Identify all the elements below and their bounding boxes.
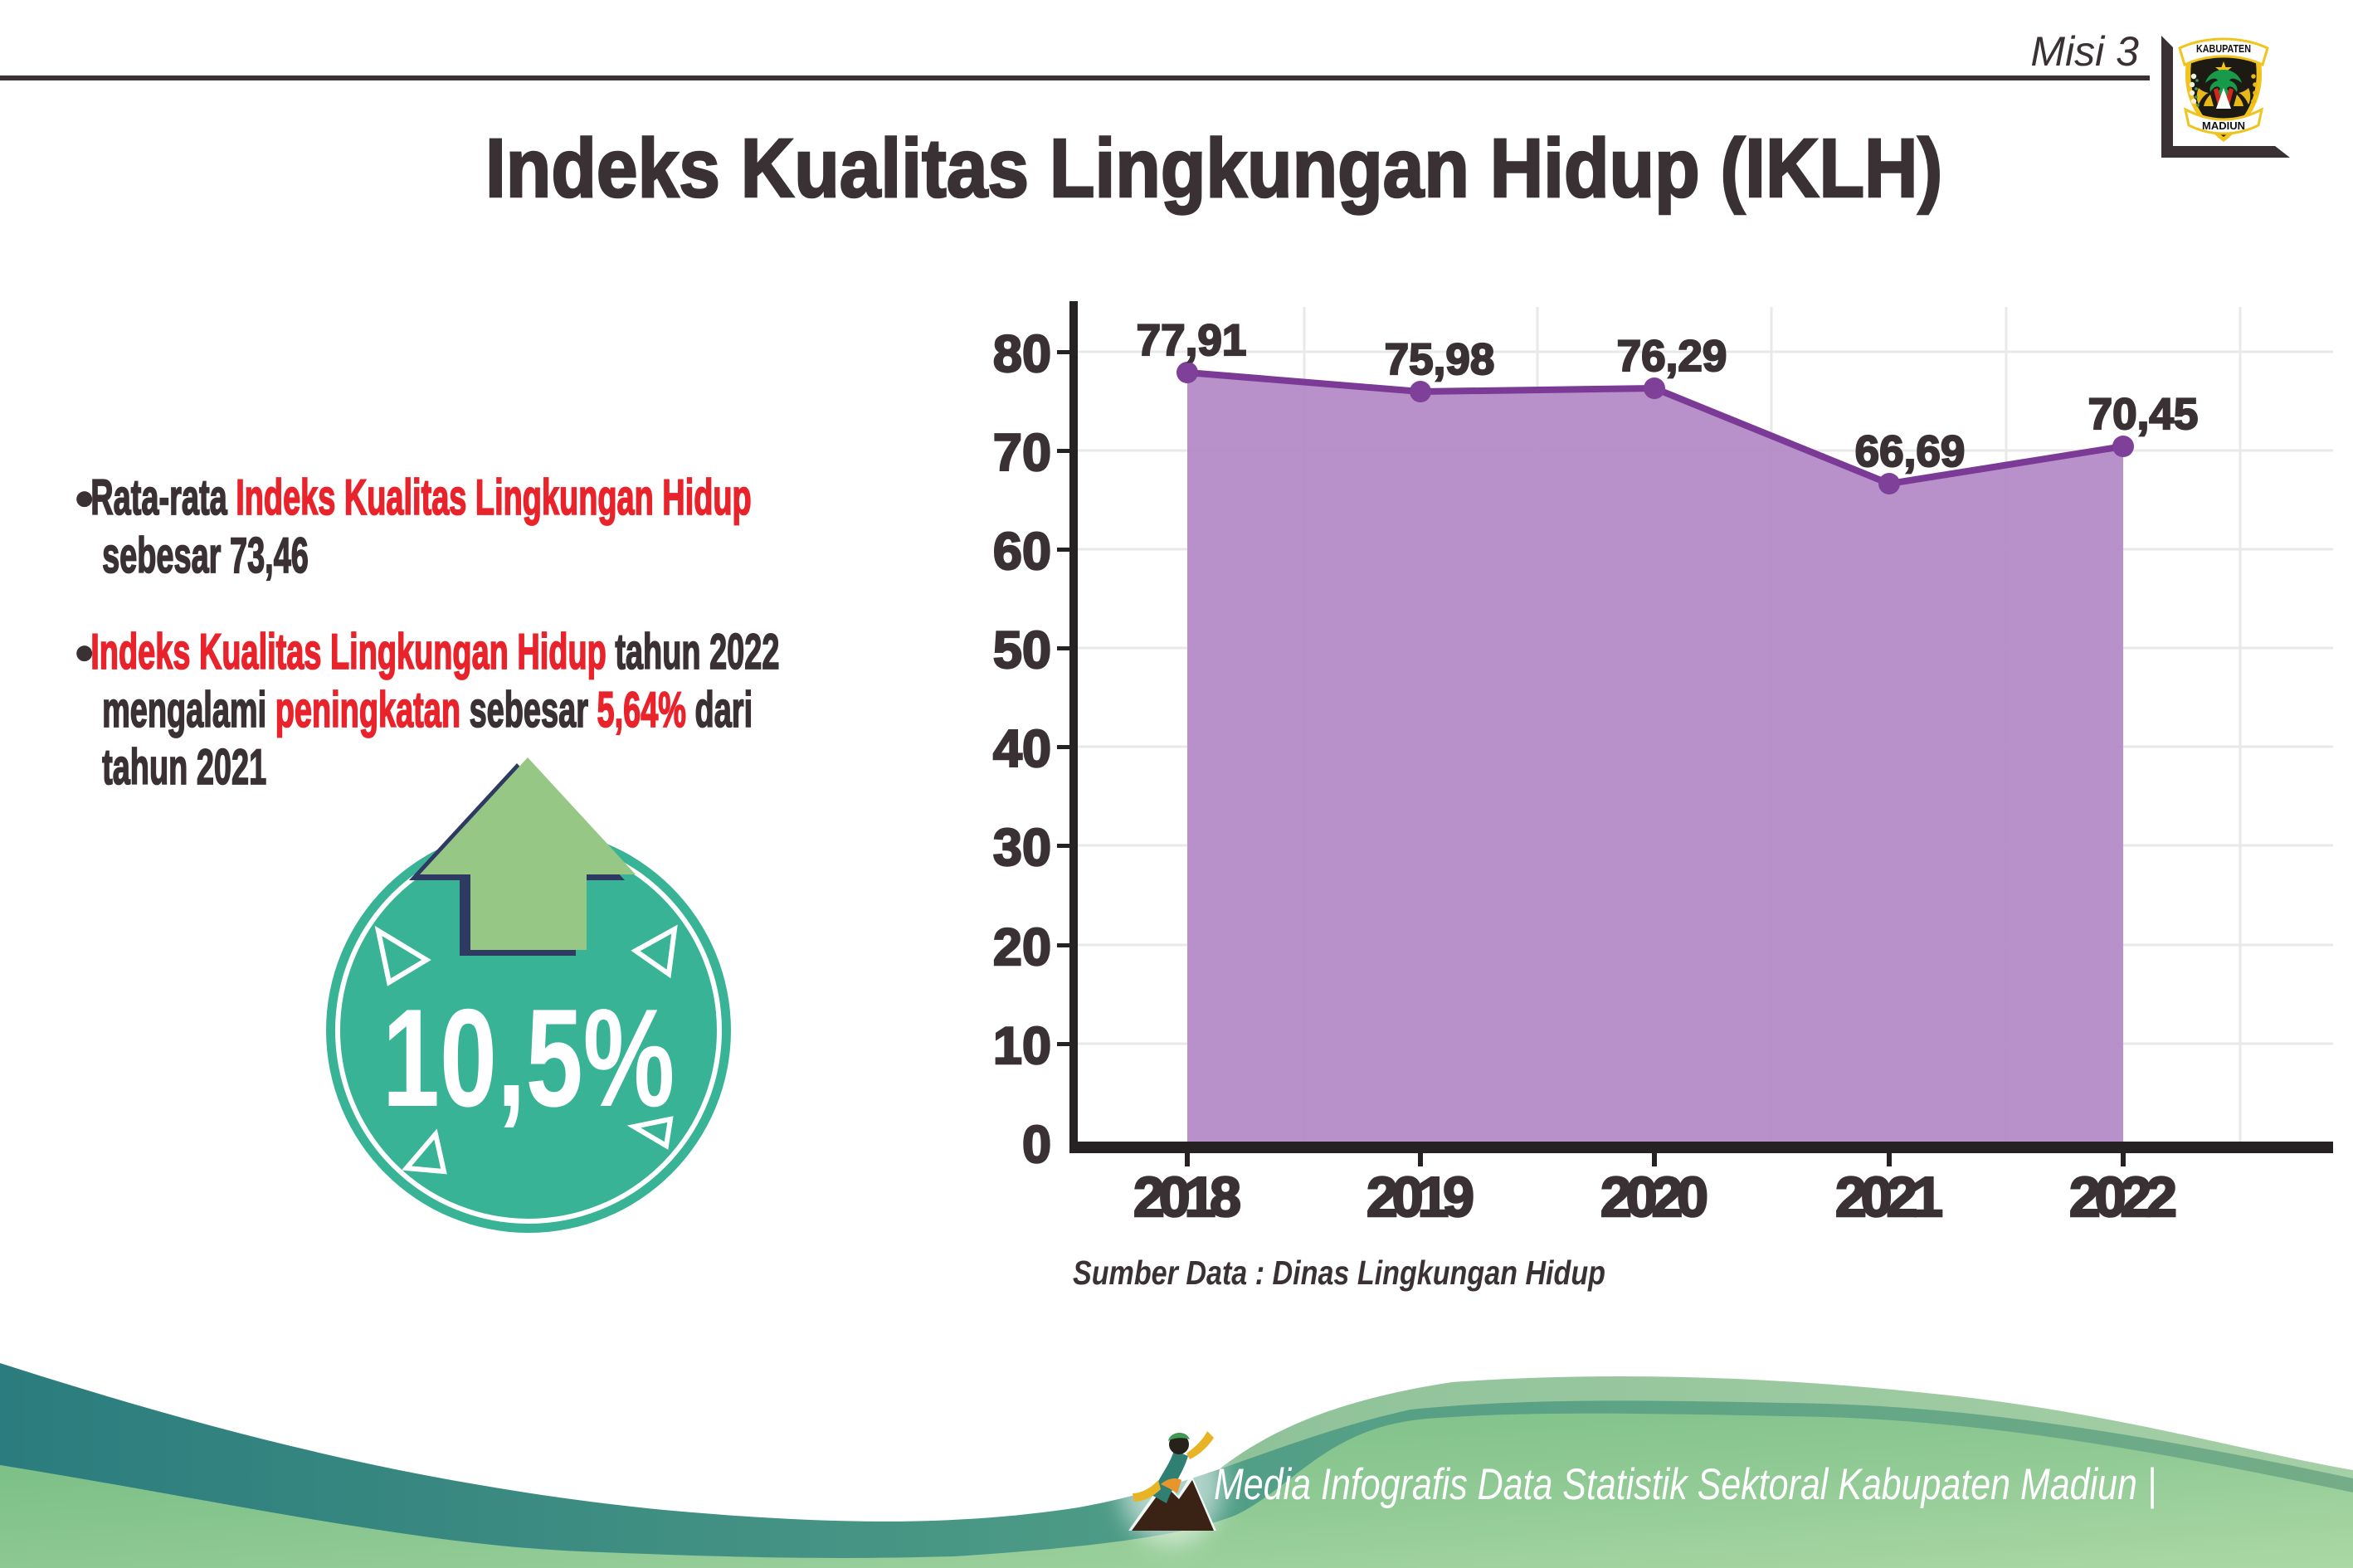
svg-text:77,91: 77,91 <box>1137 316 1247 365</box>
svg-text:Media Infografis Data Statisti: Media Infografis Data Statistik Sektoral… <box>1214 1460 2156 1509</box>
svg-text:2021: 2021 <box>1835 1166 1943 1229</box>
svg-text:2022: 2022 <box>2069 1166 2177 1229</box>
svg-text:50: 50 <box>993 621 1051 679</box>
svg-text:75,98: 75,98 <box>1385 335 1495 384</box>
svg-text:MADIUN: MADIUN <box>2202 120 2245 132</box>
svg-text:20: 20 <box>993 918 1051 976</box>
svg-text:60: 60 <box>993 523 1051 581</box>
svg-text:2018: 2018 <box>1133 1166 1241 1229</box>
svg-text:40: 40 <box>993 720 1051 778</box>
svg-text:70: 70 <box>993 424 1051 482</box>
svg-text:2020: 2020 <box>1600 1166 1708 1229</box>
svg-text:30: 30 <box>993 819 1051 877</box>
svg-text:Sumber Data : Dinas Lingkungan: Sumber Data : Dinas Lingkungan Hidup <box>1073 1254 1605 1292</box>
svg-text:10,5%: 10,5% <box>382 981 675 1137</box>
svg-text:10: 10 <box>993 1017 1051 1075</box>
svg-text:66,69: 66,69 <box>1855 427 1966 476</box>
svg-text:80: 80 <box>993 325 1051 383</box>
svg-text:2019: 2019 <box>1366 1166 1474 1229</box>
svg-text:76,29: 76,29 <box>1617 332 1727 381</box>
svg-text:0: 0 <box>1022 1116 1051 1174</box>
svg-text:70,45: 70,45 <box>2088 390 2199 439</box>
svg-text:KABUPATEN: KABUPATEN <box>2196 43 2251 55</box>
